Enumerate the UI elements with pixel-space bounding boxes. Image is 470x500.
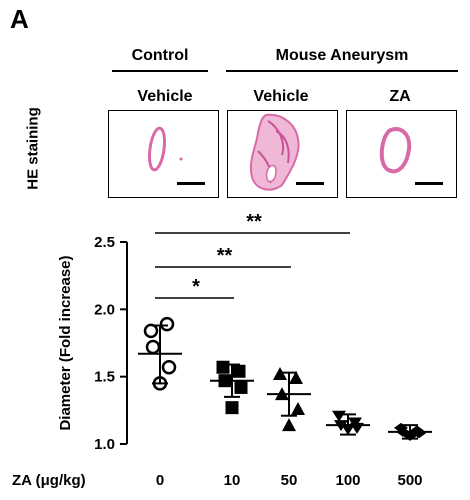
group-line-aneurysm xyxy=(226,70,458,72)
group-line-control xyxy=(112,70,208,72)
he-image-za xyxy=(346,110,457,198)
data-point xyxy=(225,401,239,415)
x-category-label: 100 xyxy=(335,472,360,489)
y-tick-label: 1.5 xyxy=(94,369,115,386)
data-point xyxy=(234,380,248,394)
column-label-aneurysm-vehicle: Vehicle xyxy=(253,88,309,105)
he-image-aneurysm-vehicle-graphic xyxy=(249,113,324,191)
he-image-control xyxy=(108,110,219,198)
significance-label: ** xyxy=(246,211,262,233)
x-axis-prefix-label: ZA (μg/kg) xyxy=(12,472,86,489)
panel-letter: A xyxy=(10,4,29,34)
y-axis-title: Diameter (Fold increase) xyxy=(57,255,74,430)
y-tick-label: 1.0 xyxy=(94,436,115,453)
significance-label: * xyxy=(192,276,200,298)
data-point xyxy=(332,410,346,422)
scale-bar xyxy=(177,182,205,185)
group-label-control: Control xyxy=(131,47,189,64)
x-category-label: 10 xyxy=(224,472,241,489)
column-label-control-vehicle: Vehicle xyxy=(137,88,193,105)
data-point xyxy=(161,359,177,375)
significance-label: ** xyxy=(217,245,233,267)
data-point xyxy=(289,371,303,385)
data-point xyxy=(159,316,175,332)
data-point xyxy=(232,364,246,378)
data-point xyxy=(143,323,159,339)
y-tick-label: 2.5 xyxy=(94,234,115,251)
y-tick-label: 2.0 xyxy=(94,301,115,318)
he-image-control-graphic xyxy=(147,126,205,185)
data-point xyxy=(282,418,296,432)
x-category-label: 50 xyxy=(281,472,298,489)
group-label-aneurysm: Mouse Aneurysm xyxy=(275,47,409,64)
data-point xyxy=(291,401,305,415)
data-point xyxy=(216,360,230,374)
he-image-aneurysm-vehicle xyxy=(227,110,338,198)
scale-bar xyxy=(415,182,443,185)
x-category-label: 500 xyxy=(397,472,422,489)
data-point xyxy=(145,339,161,355)
scale-bar xyxy=(296,182,324,185)
data-point xyxy=(273,366,287,380)
x-category-label: 0 xyxy=(156,472,164,489)
he-image-za-graphic xyxy=(379,127,443,185)
column-label-za: ZA xyxy=(389,88,411,105)
